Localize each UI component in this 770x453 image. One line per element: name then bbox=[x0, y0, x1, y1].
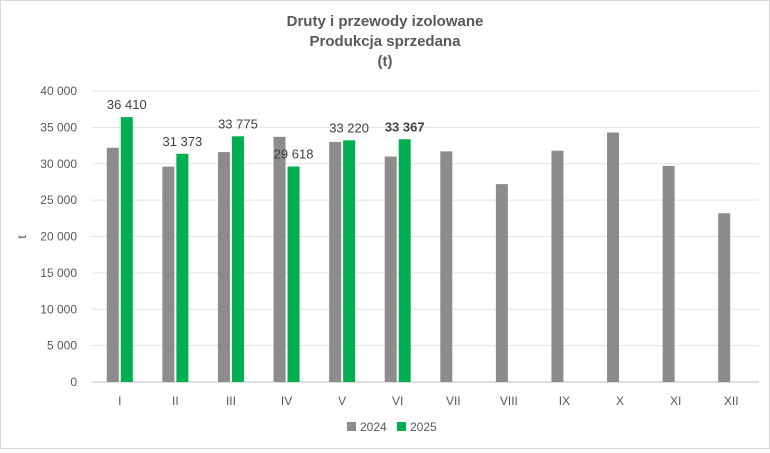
bar-2025 bbox=[343, 140, 356, 382]
y-tick-label: 30 000 bbox=[40, 157, 77, 171]
data-label-2025: 36 410 bbox=[107, 97, 147, 112]
data-label-2025: 33 220 bbox=[329, 120, 369, 135]
legend-label-2025: 2025 bbox=[410, 420, 437, 434]
bar-2024 bbox=[607, 132, 620, 382]
x-tick-label: IX bbox=[559, 394, 570, 408]
x-tick-label: VI bbox=[392, 394, 403, 408]
bar-2025 bbox=[287, 166, 300, 382]
y-axis-ticks: 0 5 000 10 000 15 000 20 000 25 000 30 000 35 0… bbox=[40, 84, 77, 389]
y-tick-label: 40 000 bbox=[40, 84, 77, 98]
bar-2025 bbox=[398, 139, 411, 382]
x-tick-label: X bbox=[616, 394, 624, 408]
data-labels: 36 410 31 373 33 775 29 618 33 220 33 367 bbox=[107, 97, 425, 161]
bar-2024 bbox=[718, 213, 731, 382]
chart-unit: (t) bbox=[378, 53, 393, 70]
x-tick-label: III bbox=[226, 394, 236, 408]
y-tick-label: 35 000 bbox=[40, 120, 77, 134]
bar-2025 bbox=[231, 136, 244, 382]
y-tick-label: 20 000 bbox=[40, 230, 77, 244]
y-tick-label: 15 000 bbox=[40, 266, 77, 280]
bar-2024 bbox=[106, 147, 119, 382]
x-axis-ticks: I II III IV V VI VII VIII IX X XI XII bbox=[118, 394, 738, 408]
x-tick-label: XII bbox=[724, 394, 739, 408]
bar-2024 bbox=[384, 156, 397, 382]
x-tick-label: I bbox=[118, 394, 121, 408]
y-tick-label: 0 bbox=[70, 375, 77, 389]
bar-2024 bbox=[662, 165, 675, 382]
x-tick-label: IV bbox=[281, 394, 292, 408]
legend-label-2024: 2024 bbox=[360, 420, 387, 434]
y-tick-label: 10 000 bbox=[40, 302, 77, 316]
bar-2024 bbox=[551, 150, 564, 382]
legend: 2024 2025 bbox=[347, 420, 437, 434]
bar-2024 bbox=[162, 166, 175, 382]
y-tick-label: 5 000 bbox=[47, 339, 77, 353]
bar-2025 bbox=[120, 117, 133, 382]
chart-subtitle: Produkcja sprzedana bbox=[310, 33, 462, 50]
x-tick-label: VII bbox=[446, 394, 461, 408]
x-tick-label: VIII bbox=[500, 394, 518, 408]
bars bbox=[106, 117, 731, 382]
x-tick-label: V bbox=[338, 394, 346, 408]
bar-2024 bbox=[329, 141, 342, 382]
data-label-2025: 31 373 bbox=[162, 134, 202, 149]
bar-2024 bbox=[495, 184, 508, 382]
legend-swatch-2024 bbox=[347, 422, 356, 431]
data-label-2025: 33 775 bbox=[218, 116, 258, 131]
gridlines bbox=[92, 90, 759, 383]
bar-2024 bbox=[273, 136, 286, 382]
data-label-2025: 29 618 bbox=[274, 147, 314, 162]
y-tick-label: 25 000 bbox=[40, 193, 77, 207]
bar-2024 bbox=[217, 152, 230, 382]
y-axis-label: t bbox=[15, 235, 29, 239]
bar-2024 bbox=[440, 151, 453, 382]
x-tick-label: XI bbox=[670, 394, 681, 408]
legend-swatch-2025 bbox=[397, 422, 406, 431]
x-tick-label: II bbox=[172, 394, 179, 408]
data-label-2025: 33 367 bbox=[385, 119, 425, 134]
bar-2025 bbox=[176, 153, 189, 382]
chart-title: Druty i przewody izolowane bbox=[287, 13, 484, 30]
